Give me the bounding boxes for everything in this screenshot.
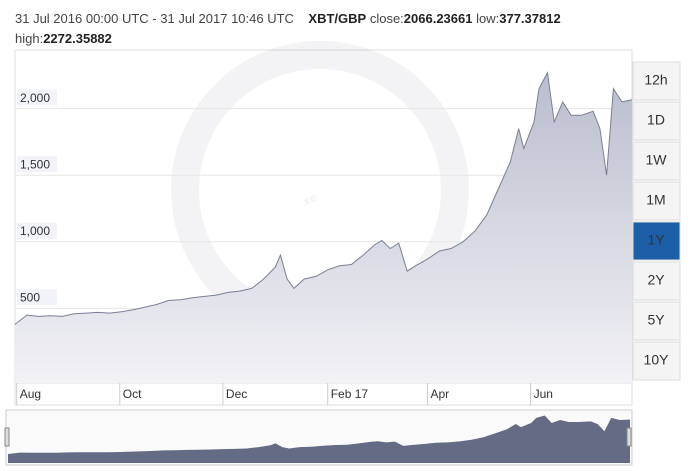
svg-text:xe: xe xyxy=(301,190,319,208)
button-bg[interactable] xyxy=(632,101,681,141)
y-tick-label: 500 xyxy=(20,291,40,305)
button-bg[interactable] xyxy=(632,181,681,221)
x-tick-label: Jun xyxy=(534,387,553,401)
button-bg[interactable] xyxy=(632,61,681,101)
button-bg[interactable] xyxy=(632,341,681,381)
button-label[interactable]: 1Y xyxy=(647,232,665,248)
y-label-bg xyxy=(17,89,57,106)
y-label-bg xyxy=(17,156,57,173)
range-button[interactable]: 1W xyxy=(632,141,681,181)
stat-value: 2066.23661 xyxy=(403,11,473,26)
range-button[interactable]: 10Y xyxy=(632,341,681,381)
button-label[interactable]: 1M xyxy=(646,192,665,208)
header: 31 Jul 2016 00:00 UTC - 31 Jul 2017 10:4… xyxy=(15,9,561,49)
period: 31 Jul 2016 00:00 UTC - 31 Jul 2017 10:4… xyxy=(15,11,294,26)
range-button[interactable]: 1M xyxy=(632,181,681,221)
y-label-bg xyxy=(17,222,57,239)
button-bg[interactable] xyxy=(632,221,681,261)
button-bg[interactable] xyxy=(632,261,681,301)
stat-value: 2272.35882 xyxy=(43,31,112,46)
x-tick-label: Aug xyxy=(20,387,41,401)
button-label[interactable]: 1D xyxy=(647,112,665,128)
stat-label: low: xyxy=(476,11,500,26)
pair: XBT/GBP xyxy=(308,11,367,26)
button-bg[interactable] xyxy=(632,141,681,181)
y-label-bg xyxy=(17,289,57,306)
x-tick-label: Feb 17 xyxy=(331,387,369,401)
navigator-handle[interactable] xyxy=(4,427,10,447)
range-button[interactable]: 1Y xyxy=(632,221,681,261)
button-label[interactable]: 10Y xyxy=(644,352,670,368)
button-label[interactable]: 1W xyxy=(646,152,668,168)
y-tick-label: 1,000 xyxy=(20,224,50,238)
stat-label: close: xyxy=(369,11,404,26)
button-label[interactable]: 12h xyxy=(644,72,667,88)
line xyxy=(14,70,633,325)
navigator-area xyxy=(8,415,630,463)
button-bg[interactable] xyxy=(632,301,681,341)
x-tick-label: Dec xyxy=(226,387,247,401)
range-button[interactable]: 12h xyxy=(632,61,681,101)
navigator-handle[interactable] xyxy=(626,427,632,447)
range-button[interactable]: 1D xyxy=(632,101,681,141)
x-tick-label: Apr xyxy=(430,387,449,401)
button-label[interactable]: 5Y xyxy=(647,312,665,328)
range-button[interactable]: 2Y xyxy=(632,261,681,301)
range-button[interactable]: 5Y xyxy=(632,301,681,341)
x-tick-label: Oct xyxy=(123,387,142,401)
y-tick-label: 1,500 xyxy=(20,157,50,171)
stat-label: high: xyxy=(15,31,44,46)
stat-value: 377.37812 xyxy=(499,11,561,26)
y-tick-label: 2,000 xyxy=(20,91,50,105)
button-label[interactable]: 2Y xyxy=(647,272,665,288)
area xyxy=(15,72,632,383)
